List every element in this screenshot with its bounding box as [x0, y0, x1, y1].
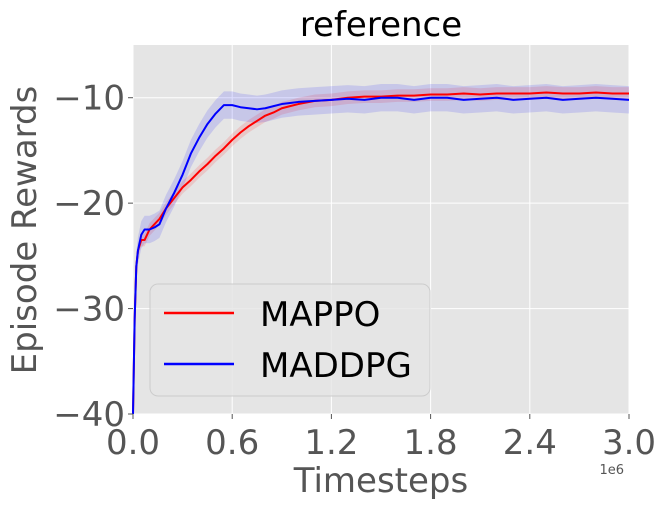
- legend-label-mappo: MAPPO: [260, 295, 380, 335]
- x-tick-label: 0.0: [106, 423, 160, 463]
- series-line-maddpg: [132, 96, 630, 415]
- x-tick-label: 0.6: [205, 423, 259, 463]
- y-tick-label: −30: [53, 290, 125, 330]
- y-tick-label: −40: [53, 395, 125, 435]
- legend: MAPPO MADDPG: [149, 283, 431, 397]
- axis-ticks: 0.0 0.6 1.2 1.8 2.4 3.0 −40 −30 −20 −10: [53, 79, 656, 463]
- x-tick-label: 3.0: [602, 423, 656, 463]
- x-tick-label: 1.8: [404, 423, 458, 463]
- x-tick-label: 1.2: [304, 423, 358, 463]
- x-offset-label: 1e6: [599, 463, 624, 478]
- y-axis-label: Episode Rewards: [5, 86, 45, 375]
- series-line-mappo: [132, 91, 629, 415]
- y-tick-label: −10: [53, 79, 125, 119]
- y-tick-label: −20: [53, 184, 125, 224]
- series-lines: [132, 91, 630, 415]
- chart-title: reference: [300, 5, 462, 45]
- x-axis-label: Timesteps: [293, 461, 468, 501]
- legend-label-maddpg: MADDPG: [260, 346, 412, 386]
- x-tick-label: 2.4: [503, 423, 557, 463]
